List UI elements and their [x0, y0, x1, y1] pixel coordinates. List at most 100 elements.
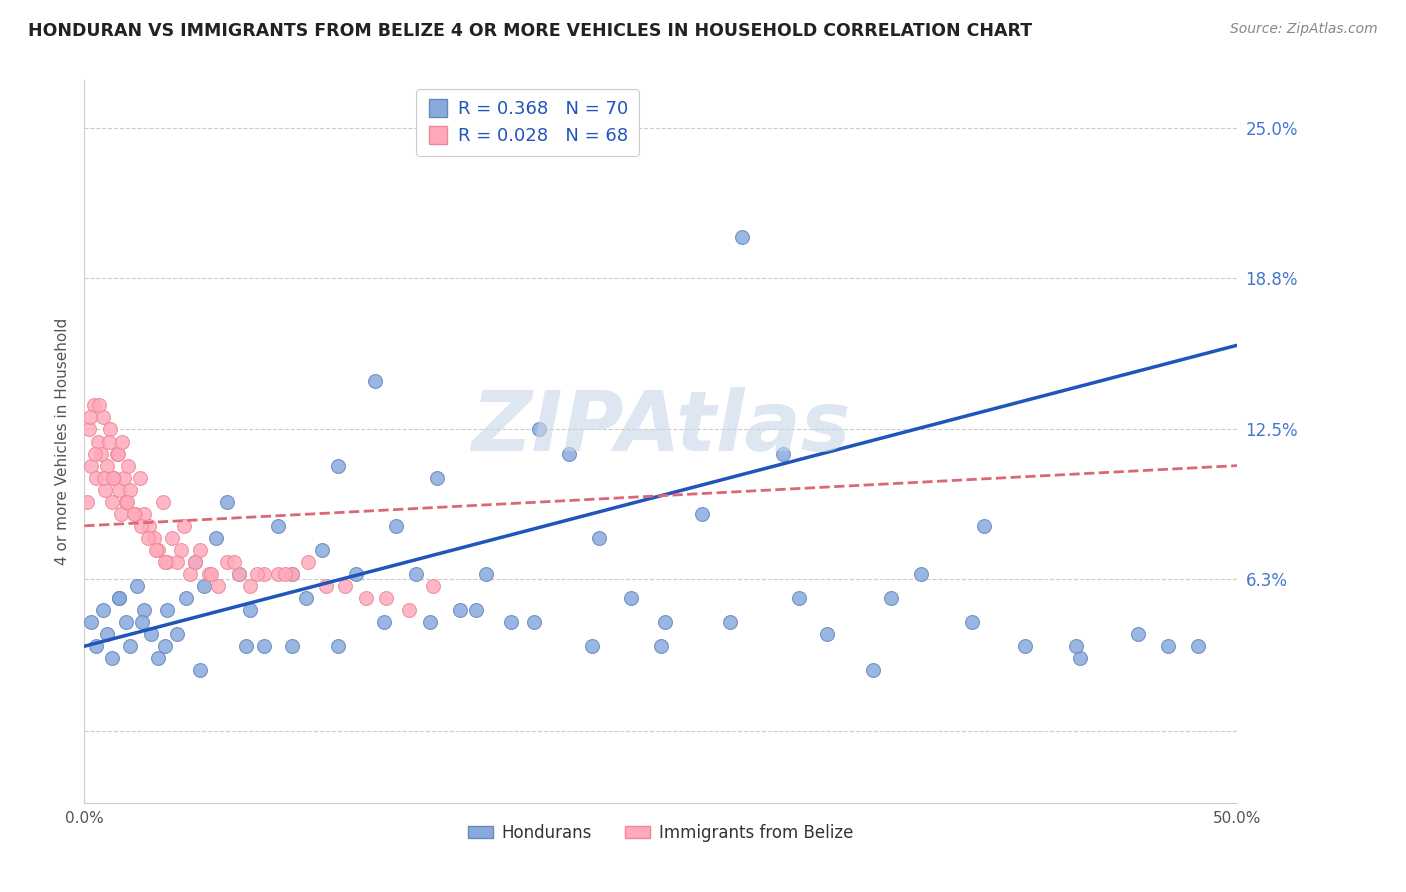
Point — [103, 470, 124, 484]
Point — [136, 531, 159, 545]
Point — [588, 531, 610, 545]
Point — [1157, 639, 1180, 653]
Point — [862, 664, 884, 678]
Point — [129, 518, 152, 533]
Point — [108, 483, 131, 497]
Point — [910, 567, 932, 582]
Point — [239, 603, 262, 617]
Point — [115, 615, 138, 630]
Point — [138, 518, 160, 533]
Point — [142, 531, 165, 545]
Point — [315, 579, 337, 593]
Point — [127, 579, 149, 593]
Point — [84, 639, 107, 653]
Point — [77, 422, 100, 436]
Point — [373, 615, 395, 630]
Point — [166, 555, 188, 569]
Point — [960, 615, 983, 630]
Point — [267, 567, 290, 582]
Point — [354, 591, 377, 606]
Point — [105, 446, 128, 460]
Point — [198, 567, 221, 582]
Point — [188, 542, 211, 557]
Point — [217, 494, 239, 508]
Text: HONDURAN VS IMMIGRANTS FROM BELIZE 4 OR MORE VEHICLES IN HOUSEHOLD CORRELATION C: HONDURAN VS IMMIGRANTS FROM BELIZE 4 OR … — [28, 22, 1032, 40]
Point — [80, 458, 103, 473]
Point — [281, 567, 304, 582]
Point — [107, 446, 129, 460]
Point — [204, 531, 226, 545]
Point — [581, 639, 603, 653]
Point — [184, 555, 207, 569]
Legend: Hondurans, Immigrants from Belize: Hondurans, Immigrants from Belize — [461, 817, 860, 848]
Point — [84, 470, 107, 484]
Point — [235, 639, 257, 653]
Point — [449, 603, 471, 617]
Point — [228, 567, 250, 582]
Point — [1069, 651, 1091, 665]
Point — [730, 229, 752, 244]
Point — [200, 567, 222, 582]
Point — [326, 639, 349, 653]
Point — [96, 627, 118, 641]
Point — [101, 494, 124, 508]
Point — [239, 579, 262, 593]
Point — [426, 470, 449, 484]
Point — [108, 591, 131, 606]
Point — [499, 615, 522, 630]
Point — [274, 567, 297, 582]
Point — [97, 434, 120, 449]
Point — [134, 603, 156, 617]
Point — [880, 591, 903, 606]
Point — [465, 603, 488, 617]
Point — [1187, 639, 1209, 653]
Point — [523, 615, 546, 630]
Point — [96, 458, 118, 473]
Point — [124, 507, 146, 521]
Point — [87, 434, 110, 449]
Point — [654, 615, 676, 630]
Point — [146, 542, 169, 557]
Point — [281, 639, 304, 653]
Point — [267, 518, 290, 533]
Point — [76, 494, 98, 508]
Point — [294, 591, 316, 606]
Point — [246, 567, 269, 582]
Point — [166, 627, 188, 641]
Y-axis label: 4 or more Vehicles in Household: 4 or more Vehicles in Household — [55, 318, 70, 566]
Point — [474, 567, 496, 582]
Point — [787, 591, 810, 606]
Point — [108, 591, 131, 606]
Point — [91, 410, 114, 425]
Point — [405, 567, 427, 582]
Point — [120, 639, 142, 653]
Point — [170, 542, 193, 557]
Point — [146, 651, 169, 665]
Point — [112, 470, 135, 484]
Point — [128, 470, 150, 484]
Point — [422, 579, 444, 593]
Point — [115, 494, 138, 508]
Point — [79, 410, 101, 425]
Point — [134, 507, 156, 521]
Point — [83, 398, 105, 412]
Point — [228, 567, 250, 582]
Point — [281, 567, 304, 582]
Point — [326, 458, 349, 473]
Point — [173, 518, 195, 533]
Point — [141, 627, 163, 641]
Point — [364, 374, 387, 388]
Point — [153, 555, 176, 569]
Point — [80, 615, 103, 630]
Point — [179, 567, 201, 582]
Point — [145, 542, 167, 557]
Point — [83, 446, 105, 460]
Point — [156, 555, 179, 569]
Point — [311, 542, 333, 557]
Point — [98, 422, 121, 436]
Point — [217, 555, 239, 569]
Point — [188, 664, 211, 678]
Point — [1126, 627, 1149, 641]
Point — [193, 579, 215, 593]
Point — [527, 422, 550, 436]
